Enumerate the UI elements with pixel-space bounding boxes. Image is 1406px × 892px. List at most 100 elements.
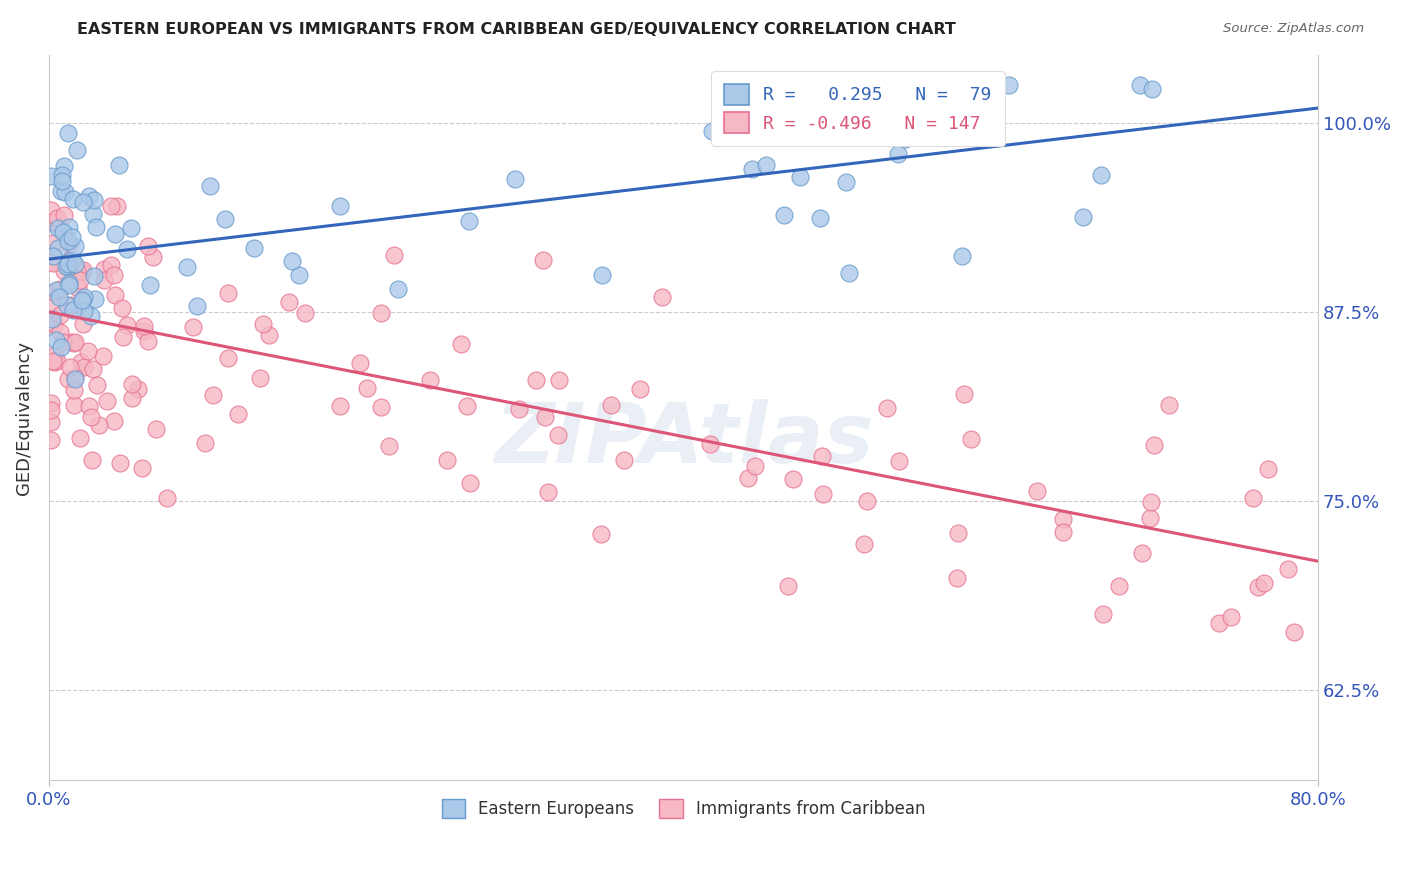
Point bbox=[39, 396, 62, 410]
Point bbox=[1219, 610, 1241, 624]
Point bbox=[959, 432, 981, 446]
Point bbox=[69, 273, 91, 287]
Point bbox=[63, 370, 86, 384]
Point bbox=[1277, 562, 1299, 576]
Point bbox=[547, 428, 569, 442]
Point bbox=[48, 282, 70, 296]
Point bbox=[100, 199, 122, 213]
Point bbox=[77, 343, 100, 358]
Point bbox=[1108, 579, 1130, 593]
Point bbox=[138, 278, 160, 293]
Point bbox=[84, 220, 107, 235]
Point bbox=[1052, 511, 1074, 525]
Point bbox=[80, 453, 103, 467]
Point bbox=[589, 527, 612, 541]
Point bbox=[62, 192, 84, 206]
Point bbox=[77, 189, 100, 203]
Point bbox=[198, 178, 221, 193]
Point bbox=[72, 360, 94, 375]
Point bbox=[799, 78, 821, 93]
Point bbox=[217, 285, 239, 300]
Point bbox=[835, 175, 858, 189]
Point bbox=[59, 334, 82, 349]
Point bbox=[96, 394, 118, 409]
Point bbox=[278, 294, 301, 309]
Point bbox=[105, 199, 128, 213]
Point bbox=[115, 243, 138, 257]
Point bbox=[52, 334, 75, 349]
Point bbox=[1140, 495, 1163, 509]
Point bbox=[121, 377, 143, 392]
Point bbox=[737, 471, 759, 485]
Point bbox=[49, 325, 72, 339]
Point bbox=[70, 294, 93, 309]
Point bbox=[294, 306, 316, 320]
Point bbox=[82, 207, 104, 221]
Point bbox=[58, 237, 80, 252]
Point bbox=[80, 409, 103, 424]
Point bbox=[65, 335, 87, 350]
Point bbox=[950, 249, 973, 263]
Point bbox=[778, 579, 800, 593]
Point bbox=[1071, 210, 1094, 224]
Point bbox=[120, 220, 142, 235]
Point bbox=[853, 537, 876, 551]
Point bbox=[39, 255, 62, 269]
Point bbox=[52, 225, 75, 239]
Point bbox=[63, 335, 86, 350]
Point bbox=[789, 170, 811, 185]
Point bbox=[48, 290, 70, 304]
Point bbox=[226, 408, 249, 422]
Point bbox=[42, 249, 65, 263]
Point bbox=[56, 234, 79, 248]
Point bbox=[458, 213, 481, 227]
Point bbox=[249, 371, 271, 385]
Point bbox=[77, 399, 100, 413]
Point bbox=[953, 387, 976, 401]
Point bbox=[524, 373, 547, 387]
Point bbox=[998, 78, 1021, 93]
Point bbox=[59, 253, 82, 268]
Point bbox=[63, 257, 86, 271]
Point bbox=[136, 334, 159, 348]
Point bbox=[44, 285, 66, 300]
Point bbox=[127, 382, 149, 396]
Point bbox=[60, 253, 83, 268]
Point bbox=[112, 330, 135, 344]
Point bbox=[1140, 82, 1163, 96]
Point bbox=[946, 571, 969, 585]
Point bbox=[591, 268, 613, 282]
Point bbox=[387, 282, 409, 296]
Legend: Eastern Europeans, Immigrants from Caribbean: Eastern Europeans, Immigrants from Carib… bbox=[433, 790, 934, 826]
Point bbox=[41, 214, 63, 228]
Point bbox=[56, 371, 79, 385]
Point bbox=[329, 399, 352, 413]
Point bbox=[115, 318, 138, 332]
Point bbox=[83, 193, 105, 207]
Point bbox=[700, 123, 723, 137]
Point bbox=[1090, 168, 1112, 182]
Point bbox=[810, 211, 832, 226]
Point bbox=[252, 317, 274, 331]
Point bbox=[138, 239, 160, 253]
Point bbox=[69, 355, 91, 369]
Point bbox=[86, 378, 108, 392]
Point bbox=[46, 241, 69, 255]
Point bbox=[534, 409, 557, 424]
Point bbox=[1129, 78, 1152, 93]
Point bbox=[93, 273, 115, 287]
Point bbox=[42, 236, 65, 251]
Point bbox=[533, 252, 555, 267]
Point bbox=[1282, 624, 1305, 639]
Point bbox=[1208, 615, 1230, 630]
Point bbox=[59, 360, 82, 375]
Point bbox=[838, 267, 860, 281]
Point bbox=[41, 297, 63, 311]
Point bbox=[419, 374, 441, 388]
Point bbox=[83, 268, 105, 283]
Point bbox=[741, 162, 763, 177]
Point bbox=[744, 459, 766, 474]
Point bbox=[93, 261, 115, 276]
Point bbox=[458, 476, 481, 491]
Point bbox=[91, 349, 114, 363]
